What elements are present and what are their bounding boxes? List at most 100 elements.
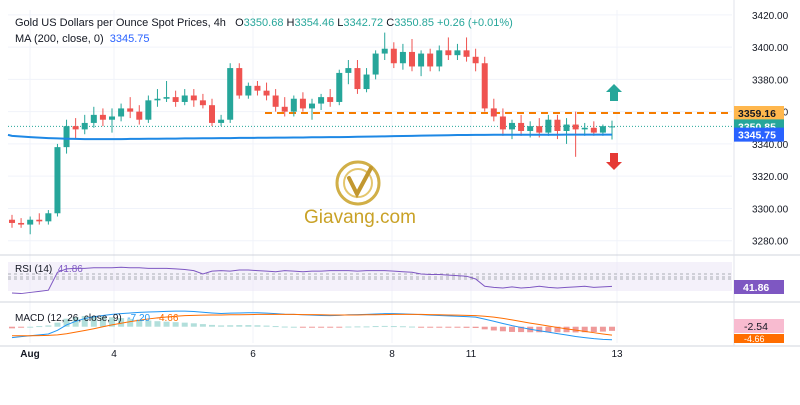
candle-body <box>290 98 297 112</box>
logo-check <box>347 166 373 199</box>
ma-legend[interactable]: MA (200, close, 0) 3345.75 <box>15 33 150 45</box>
macd-histogram-bar <box>263 325 270 327</box>
macd-histogram-bar <box>381 325 388 327</box>
macd-hist-value-bg <box>734 319 784 333</box>
macd-histogram-bar <box>327 326 334 328</box>
candle-body <box>272 95 279 107</box>
macd-histogram-bar <box>227 325 234 327</box>
macd-histogram-bar <box>363 326 370 328</box>
macd-histogram-bar <box>472 326 479 329</box>
macd-histogram-bar <box>409 326 415 328</box>
macd-histogram-bar <box>136 319 143 327</box>
time-tick-label: 8 <box>389 349 395 360</box>
chart-header: Gold US Dollars per Ounce Spot Prices, 4… <box>15 17 513 29</box>
macd-histogram-bar <box>290 326 297 328</box>
price-tick-label: 3400.00 <box>752 43 789 54</box>
ma-value: 3345.75 <box>109 33 150 45</box>
ma-price-label: 3345.75 <box>738 130 776 142</box>
macd-histogram-bar <box>218 325 225 327</box>
candle-body <box>536 126 543 133</box>
macd-histogram-bar <box>209 324 215 327</box>
candle-body <box>518 122 525 131</box>
candle-body <box>309 103 315 109</box>
candle-body <box>418 53 425 67</box>
candle-body <box>545 119 552 133</box>
logo-inner-ring <box>343 168 373 198</box>
macd-histogram-bar <box>463 326 470 328</box>
macd-histogram-bar <box>436 326 443 328</box>
candle-body <box>563 124 570 131</box>
macd-histogram-bar <box>81 315 88 327</box>
candle-body <box>499 116 506 130</box>
candle-body <box>181 95 188 102</box>
candle-body <box>454 50 461 56</box>
candle-body <box>154 98 161 101</box>
macd-histogram-bar <box>54 322 61 327</box>
price-tick-label: 3380.00 <box>752 75 789 86</box>
rsi-label: RSI (14) <box>15 264 53 275</box>
close-value: 3350.85 <box>394 17 434 29</box>
candle-body <box>281 106 288 112</box>
candle-body <box>336 72 343 102</box>
candle-body <box>481 63 488 109</box>
macd-histogram-bar <box>190 323 197 327</box>
ma200-line <box>7 133 612 141</box>
macd-histogram-bar <box>427 326 434 328</box>
macd-histogram-bar <box>90 315 97 327</box>
candle-body <box>327 97 334 102</box>
ma-label: MA (200, close, 0) <box>15 33 104 45</box>
macd-histogram-bar <box>390 326 397 328</box>
macd-legend-value: -7.20 <box>127 313 151 324</box>
candle-body <box>199 100 206 106</box>
macd-histogram-bar <box>236 325 243 327</box>
candle-body <box>227 68 234 120</box>
macd-histogram-bar <box>481 326 488 330</box>
macd-histogram-bar <box>99 316 106 327</box>
macd-histogram-bar <box>545 326 552 333</box>
candle-body <box>354 68 361 90</box>
candle-body <box>72 126 79 130</box>
macd-histogram-bar <box>27 326 34 328</box>
candle-body <box>572 124 579 130</box>
macd-histogram-bar <box>18 326 25 328</box>
macd-histogram-bar <box>36 326 43 328</box>
low-value: 3342.72 <box>343 17 384 29</box>
macd-histogram-bar <box>490 326 497 331</box>
candle-body <box>390 48 397 64</box>
candle-body <box>18 222 25 225</box>
macd-histogram-bar <box>245 325 252 327</box>
macd-histogram-bar <box>509 326 515 332</box>
time-tick-label: 4 <box>111 349 117 360</box>
open-value: 3350.68 <box>243 17 284 29</box>
macd-histogram-bar <box>154 321 161 327</box>
rsi-legend[interactable]: RSI (14) 41.86 <box>15 264 83 275</box>
candle-body <box>109 116 115 120</box>
candle-body <box>45 213 52 222</box>
candle-body <box>118 108 125 117</box>
macd-histogram-bar <box>599 326 606 332</box>
macd-legend[interactable]: MACD (12, 26, close, 9) -7.20 -4.66 <box>15 313 178 324</box>
candle-body <box>145 100 152 120</box>
macd-histogram-bar <box>445 326 452 328</box>
candle-body <box>99 114 106 120</box>
candle-body <box>236 68 243 96</box>
candle-body <box>527 126 534 131</box>
candle-body <box>554 119 561 131</box>
candle-body <box>590 127 597 133</box>
rsi-value-bg <box>734 280 784 294</box>
close-label: C <box>386 17 395 29</box>
candle-body <box>599 126 606 133</box>
candle-body <box>436 50 443 67</box>
macd-histogram-bar <box>254 325 261 327</box>
candle-body <box>463 50 470 57</box>
candle-body <box>299 98 306 109</box>
candle-body <box>136 111 143 120</box>
candle-body <box>427 53 434 67</box>
candle-body <box>81 122 88 130</box>
macd-histogram-bar <box>127 318 134 327</box>
macd-histogram-bar <box>163 321 170 327</box>
macd-histogram-bar <box>372 326 379 328</box>
candle-body <box>581 127 588 130</box>
